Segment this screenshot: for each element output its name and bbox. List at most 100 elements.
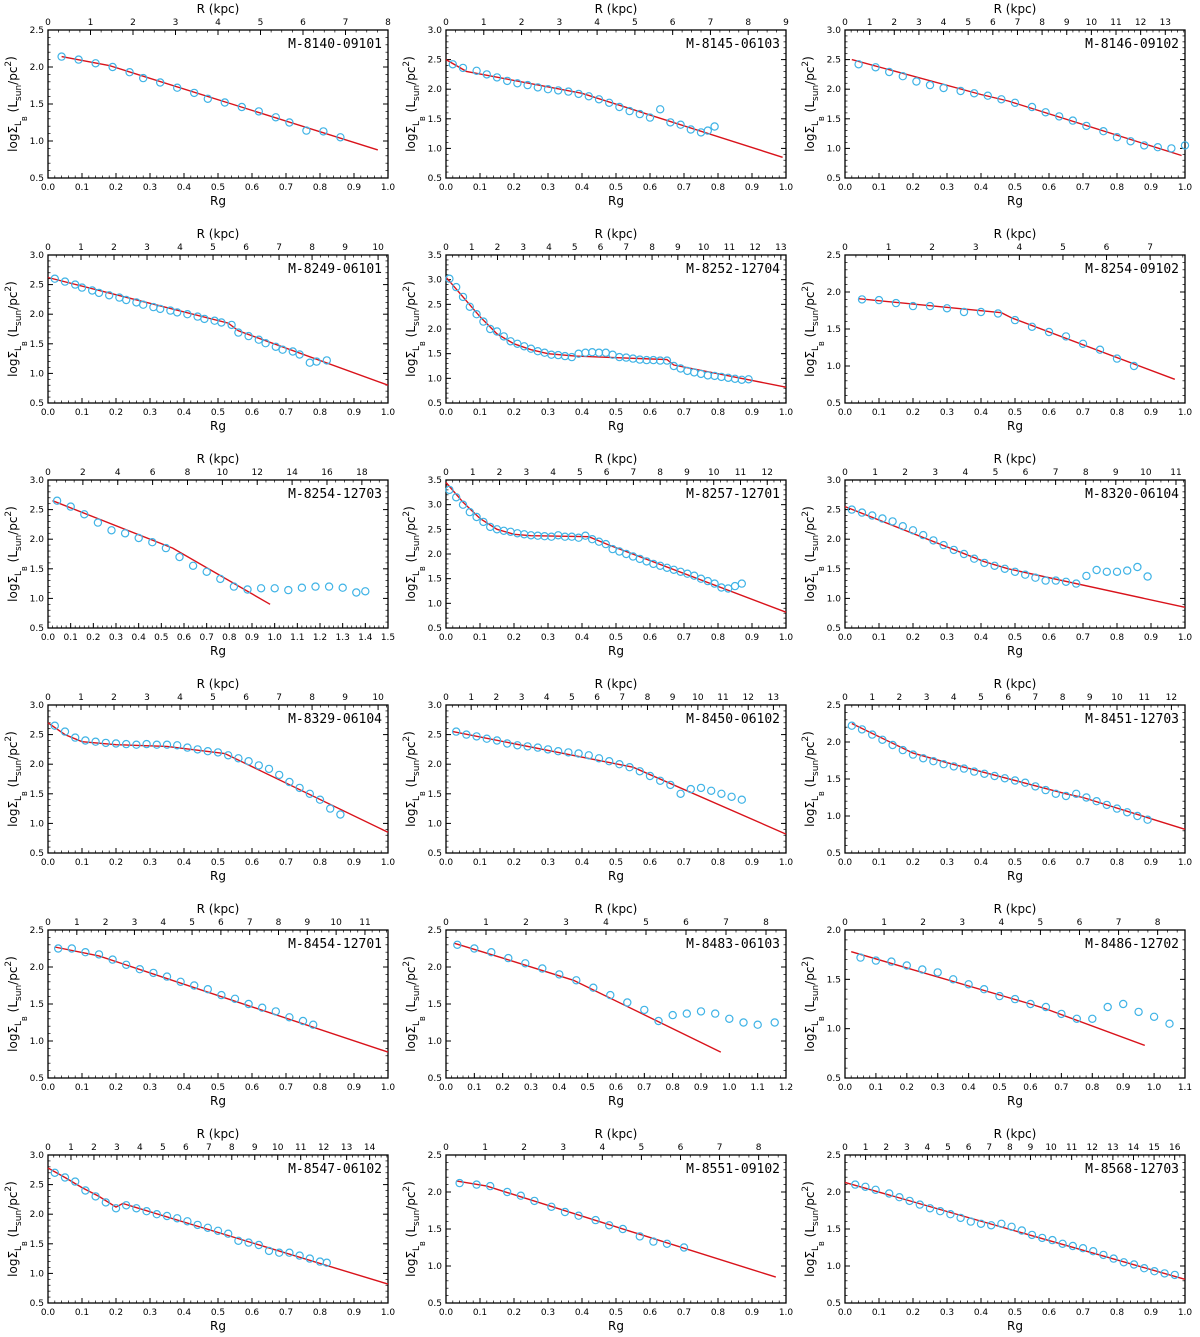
data-point: [856, 953, 865, 962]
top-tick-label: 7: [206, 1143, 212, 1153]
y-axis-title: logΣLB (Lsun/pc2): [4, 506, 29, 602]
data-point: [504, 953, 513, 963]
x-tick-label: 0.2: [906, 408, 920, 418]
data-point: [990, 771, 999, 781]
top-tick-label: 4: [998, 918, 1004, 928]
top-tick-label: 7: [619, 693, 625, 703]
top-tick-label: 6: [1104, 243, 1110, 253]
y-axis-title-part: sun: [811, 535, 821, 551]
x-tick-label: 1.3: [336, 633, 350, 643]
data-point: [656, 356, 665, 365]
data-point: [465, 507, 474, 517]
data-point: [1112, 354, 1122, 363]
top-tick-label: 7: [708, 18, 714, 28]
top-tick-label: 11: [1138, 693, 1149, 703]
top-tick-label: 4: [177, 243, 183, 253]
y-axis-title-part: 2: [402, 286, 412, 292]
data-point: [492, 73, 502, 82]
top-tick-label: 1: [74, 918, 80, 928]
y-tick-label: 1.5: [30, 565, 44, 575]
x-tick-label: 0.4: [974, 858, 989, 868]
y-tick-label: 0.5: [428, 849, 442, 859]
x-tick-label: 0.6: [245, 408, 260, 418]
data-point: [188, 561, 198, 571]
data-point: [1134, 1007, 1143, 1017]
y-axis-title-part: /pc: [803, 67, 817, 85]
x-tick-label: 0.7: [677, 1308, 691, 1318]
x-tick-label: 0.2: [507, 858, 521, 868]
data-point: [107, 526, 116, 535]
y-axis-title-part: logΣ: [6, 1026, 20, 1052]
y-axis-title-part: sun: [811, 310, 821, 326]
data-point: [162, 972, 172, 981]
fit-line: [454, 942, 722, 1053]
x-tick-label: 0.4: [177, 858, 192, 868]
panel-title: M-8568-12703: [1085, 1162, 1179, 1177]
y-axis-title-part: /pc: [404, 292, 418, 310]
data-point: [1068, 1241, 1078, 1251]
y-tick-label: 2.5: [30, 1181, 44, 1191]
y-axis-title-part: sun: [14, 985, 24, 1001]
y-tick-label: 0.5: [827, 174, 841, 184]
y-axis-title: logΣLB (Lsun/pc2): [402, 506, 427, 602]
top-tick-label: 10: [272, 1143, 284, 1153]
data-point: [452, 493, 461, 502]
data-point: [1099, 126, 1108, 136]
x-tick-label: 0.0: [41, 858, 56, 868]
data-point: [81, 736, 90, 745]
y-axis-title-part: logΣ: [803, 1026, 817, 1052]
x-tick-label: 0.9: [1116, 1083, 1131, 1093]
data-point: [871, 1185, 880, 1195]
y-tick-label: 1.0: [428, 599, 443, 609]
data-point: [465, 302, 474, 311]
x-tick-label: 0.8: [1110, 408, 1125, 418]
y-tick-label: 2.0: [30, 310, 45, 320]
data-point: [949, 545, 959, 555]
x-tick-label: 1.2: [779, 1083, 793, 1093]
x-tick-label: 0.7: [677, 633, 691, 643]
x-tick-label: 0.5: [211, 1083, 225, 1093]
data-point: [995, 991, 1004, 1001]
panel-title: M-8145-06103: [686, 37, 780, 52]
x-tick-label: 0.8: [711, 633, 726, 643]
data-point: [125, 67, 134, 77]
data-point: [605, 1221, 614, 1230]
data-point: [645, 771, 655, 781]
y-tick-label: 1.0: [428, 819, 443, 829]
data-point: [1072, 1014, 1082, 1024]
y-axis-title-part: L: [412, 1246, 422, 1251]
top-axis-title: R (kpc): [994, 1127, 1037, 1141]
y-tick-label: 1.0: [827, 1025, 842, 1035]
data-point: [503, 739, 512, 748]
x-tick-label: 0.8: [222, 633, 237, 643]
x-tick-label: 0.4: [974, 1308, 989, 1318]
top-tick-label: 10: [330, 918, 342, 928]
x-tick-label: 0.4: [575, 408, 590, 418]
y-axis-title-part: L: [811, 1246, 821, 1251]
y-tick-label: 3.0: [428, 501, 443, 511]
data-point: [121, 1201, 131, 1210]
data-point: [324, 582, 334, 591]
data-point: [452, 282, 461, 292]
x-tick-label: 0.0: [838, 858, 853, 868]
data-point: [1143, 572, 1152, 581]
chart-panel: 0.0 0.1 0.2 0.3 0.4 0.5 0.6 0.7 0.8 0.9 1.0 0.5 1.0 1…: [4, 2, 395, 208]
panel-title: M-8146-09102: [1085, 37, 1179, 52]
data-point: [696, 1007, 706, 1016]
data-point: [311, 582, 320, 591]
data-point: [70, 1177, 80, 1186]
data-point: [1010, 315, 1020, 325]
top-tick-label: 4: [941, 18, 947, 28]
y-tick-label: 2.0: [30, 760, 45, 770]
data-point: [744, 375, 753, 384]
y-axis-title-part: (L: [6, 326, 20, 338]
y-axis-title-part: L: [14, 571, 24, 576]
x-tick-label: 0.9: [347, 1308, 362, 1318]
top-tick-label: 0: [842, 918, 848, 928]
x-tick-label: 0.3: [940, 183, 954, 193]
data-point: [1031, 573, 1040, 582]
top-tick-label: 12: [1135, 18, 1146, 28]
x-tick-label: 0.5: [1008, 1308, 1022, 1318]
data-point: [1027, 102, 1037, 112]
data-point: [703, 126, 713, 135]
